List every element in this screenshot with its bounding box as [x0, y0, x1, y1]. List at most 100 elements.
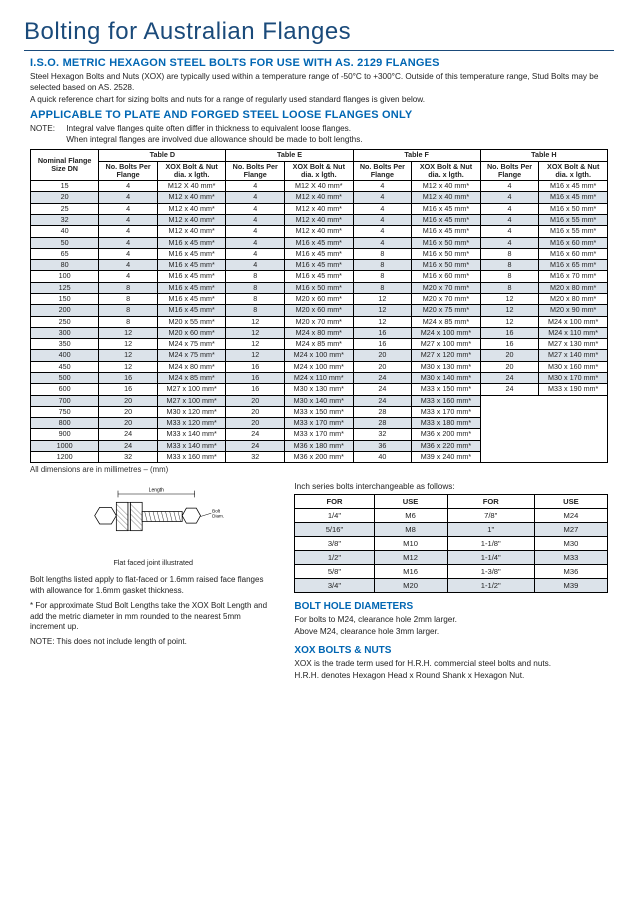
th-sub: XOX Bolt & Nut dia. x lgth.: [412, 161, 481, 181]
cell: 12: [226, 316, 285, 327]
inch-cell: M24: [534, 509, 607, 523]
cell: M16 x 55 mm*: [539, 215, 608, 226]
cell: 450: [31, 361, 99, 372]
cell: 4: [480, 226, 539, 237]
cell: 8: [353, 282, 412, 293]
cell: 16: [226, 384, 285, 395]
cell: M12 x 40 mm*: [412, 192, 481, 203]
cell: 4: [99, 237, 158, 248]
cell: 36: [353, 440, 412, 451]
cell: M20 x 80 mm*: [539, 282, 608, 293]
cell: M20 x 55 mm*: [157, 316, 226, 327]
th-table-f: Table F: [353, 150, 480, 161]
cell: M12 x 40 mm*: [157, 215, 226, 226]
cell: M16 x 45 mm*: [157, 260, 226, 271]
cell: M12 x 40 mm*: [285, 215, 354, 226]
inch-th: USE: [374, 495, 447, 509]
cell: 32: [353, 429, 412, 440]
cell: 12: [99, 361, 158, 372]
cell: 4: [99, 226, 158, 237]
cell: M16 x 45 mm*: [157, 248, 226, 259]
cell: M16 x 50 mm*: [412, 248, 481, 259]
inch-cell: 5/16": [295, 523, 374, 537]
cell: 20: [353, 350, 412, 361]
cell: 40: [31, 226, 99, 237]
cell: 24: [226, 440, 285, 451]
cell: 16: [99, 384, 158, 395]
cell: 16: [226, 372, 285, 383]
cell: 750: [31, 406, 99, 417]
cell: 4: [353, 181, 412, 192]
inch-cell: M6: [374, 509, 447, 523]
cell: M16 x 70 mm*: [539, 271, 608, 282]
cell: 12: [353, 316, 412, 327]
inch-cell: M33: [534, 551, 607, 565]
cell: 12: [353, 293, 412, 304]
cell: 24: [99, 429, 158, 440]
cell: M16 x 45 mm*: [412, 226, 481, 237]
cell: 200: [31, 305, 99, 316]
cell: M12 x 40 mm*: [285, 226, 354, 237]
inch-cell: M39: [534, 579, 607, 593]
heading-bhd: BOLT HOLE DIAMETERS: [294, 601, 608, 612]
cell: 8: [226, 282, 285, 293]
cell: M20 x 60 mm*: [157, 327, 226, 338]
inch-table: FORUSEFORUSE 1/4"M67/8"M245/16"M81"M273/…: [294, 494, 608, 593]
note-block: NOTE: Integral valve flanges quite often…: [30, 123, 608, 145]
cell: 25: [31, 203, 99, 214]
th-sub: No. Bolts Per Flange: [226, 161, 285, 181]
cell: 24: [226, 429, 285, 440]
cell: M12 x 40 mm*: [157, 192, 226, 203]
cell: 16: [480, 327, 539, 338]
cell: 8: [99, 282, 158, 293]
cell: M33 x 190 mm*: [539, 384, 608, 395]
cell: M27 x 100 mm*: [157, 384, 226, 395]
cell: M36 x 180 mm*: [285, 440, 354, 451]
cell: M27 x 100 mm*: [412, 339, 481, 350]
cell: M33 x 160 mm*: [157, 451, 226, 462]
cell: 20: [480, 350, 539, 361]
cell: M27 x 130 mm*: [539, 339, 608, 350]
cell: 4: [226, 260, 285, 271]
cell: M30 x 160 mm*: [539, 361, 608, 372]
cell: M20 x 90 mm*: [539, 305, 608, 316]
cell: 65: [31, 248, 99, 259]
cell: 4: [226, 226, 285, 237]
cell: M33 x 140 mm*: [157, 429, 226, 440]
cell: 80: [31, 260, 99, 271]
cell: M16 x 45 mm*: [285, 237, 354, 248]
cell: 20: [99, 406, 158, 417]
cell: 28: [353, 406, 412, 417]
cell: 300: [31, 327, 99, 338]
cell: 700: [31, 395, 99, 406]
th-sub: XOX Bolt & Nut dia. x lgth.: [539, 161, 608, 181]
cell: M16 x 45 mm*: [285, 248, 354, 259]
cell: M30 x 130 mm*: [412, 361, 481, 372]
cell: M36 x 200 mm*: [412, 429, 481, 440]
bolt-figure: Length: [30, 484, 276, 567]
cell: 12: [226, 350, 285, 361]
cell: 50: [31, 237, 99, 248]
cell: 20: [99, 395, 158, 406]
cell: M12 x 40 mm*: [412, 181, 481, 192]
intro-p1: Steel Hexagon Bolts and Nuts (XOX) are t…: [30, 71, 608, 93]
cell: M16 x 45 mm*: [412, 215, 481, 226]
cell: 150: [31, 293, 99, 304]
cell: M16 x 45 mm*: [539, 181, 608, 192]
cell: M16 x 50 mm*: [285, 282, 354, 293]
cell: M16 x 50 mm*: [412, 237, 481, 248]
cell: M30 x 140 mm*: [412, 372, 481, 383]
cell: 8: [480, 282, 539, 293]
cell: M24 x 80 mm*: [157, 361, 226, 372]
cell: 8: [99, 316, 158, 327]
th-table-e: Table E: [226, 150, 353, 161]
cell: M24 x 110 mm*: [539, 327, 608, 338]
bolting-table: Nominal Flange Size DN Table D Table E T…: [30, 149, 608, 463]
cell: M16 x 60 mm*: [539, 248, 608, 259]
inch-cell: 5/8": [295, 565, 374, 579]
cell: M16 x 45 mm*: [539, 192, 608, 203]
cell: 400: [31, 350, 99, 361]
cell: 4: [226, 215, 285, 226]
cell: 600: [31, 384, 99, 395]
cell: M33 x 170 mm*: [285, 429, 354, 440]
